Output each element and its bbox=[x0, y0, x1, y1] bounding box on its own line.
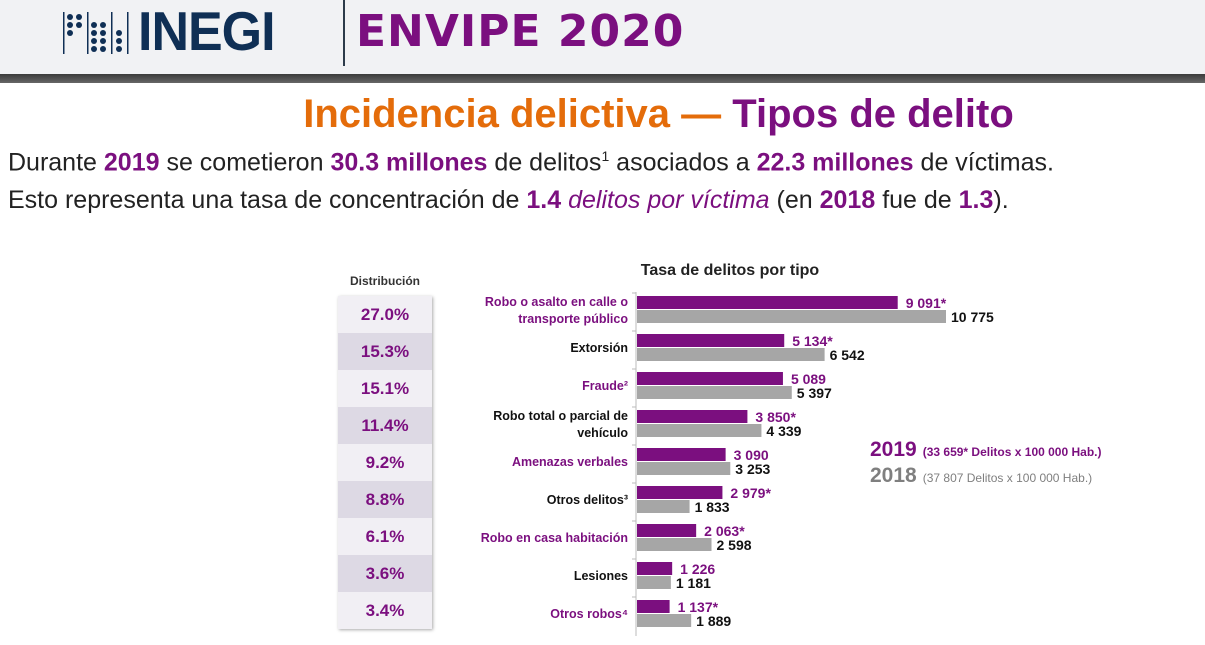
legend-2018: 2018 (37 807 Delitos x 100 000 Hab.) bbox=[870, 464, 1101, 490]
category-label: Otros robos⁴ bbox=[550, 607, 628, 621]
bar-2018 bbox=[637, 348, 825, 361]
data-label-2018: 5 397 bbox=[797, 385, 832, 401]
inegi-logo: INEGI bbox=[138, 1, 276, 63]
header-divider bbox=[343, 0, 345, 66]
distribution-cell: 6.1% bbox=[338, 518, 432, 555]
bar-2018 bbox=[637, 614, 692, 627]
page-title: Incidencia delictiva — Tipos de delito bbox=[0, 92, 1205, 137]
data-label-2019: 3 090 bbox=[734, 447, 769, 463]
title-part2: Tipos de delito bbox=[732, 92, 1014, 136]
category-label: Amenazas verbales bbox=[512, 455, 628, 469]
bar-2018 bbox=[637, 576, 671, 589]
title-part1: Incidencia delictiva bbox=[303, 92, 671, 136]
distribution-cell: 27.0% bbox=[338, 296, 432, 333]
bar-2019 bbox=[637, 486, 723, 499]
bar-2018 bbox=[637, 386, 792, 399]
legend-2019-year: 2019 bbox=[870, 438, 917, 461]
bar-2018 bbox=[637, 424, 762, 437]
legend-2019-desc: (33 659* Delitos x 100 000 Hab.) bbox=[922, 445, 1102, 459]
distribution-cell: 8.8% bbox=[338, 481, 432, 518]
header: INEGI ENVIPE 2020 bbox=[0, 0, 1205, 74]
category-label: Robo total o parcial de bbox=[493, 409, 628, 423]
survey-title: ENVIPE 2020 bbox=[356, 6, 685, 57]
category-label: Otros delitos³ bbox=[547, 493, 628, 507]
bar-2018 bbox=[637, 310, 946, 323]
legend-2018-year: 2018 bbox=[870, 464, 917, 487]
legend-2018-desc: (37 807 Delitos x 100 000 Hab.) bbox=[922, 471, 1093, 485]
bar-2019 bbox=[637, 334, 785, 347]
data-label-2019: 9 091* bbox=[906, 295, 947, 311]
bar-2018 bbox=[637, 500, 690, 513]
category-label: transporte público bbox=[518, 312, 628, 326]
bar-2019 bbox=[637, 410, 748, 423]
bar-2019 bbox=[637, 372, 783, 385]
category-label: Extorsión bbox=[570, 341, 628, 355]
legend: 2019 (33 659* Delitos x 100 000 Hab.) 201… bbox=[870, 438, 1101, 490]
summary-line-1: Durante 2019 se cometieron 30.3 millones… bbox=[8, 148, 1054, 177]
data-label-2019: 1 137* bbox=[678, 599, 719, 615]
data-label-2019: 2 063* bbox=[704, 523, 745, 539]
bar-2019 bbox=[637, 524, 697, 537]
header-bar bbox=[0, 74, 1205, 83]
data-label-2018: 2 598 bbox=[717, 537, 752, 553]
category-label: Robo o asalto en calle o bbox=[485, 295, 628, 309]
distribution-label: Distribución bbox=[349, 274, 420, 288]
data-label-2018: 10 775 bbox=[951, 309, 994, 325]
data-label-2018: 1 889 bbox=[696, 613, 731, 629]
distribution-cell: 15.3% bbox=[338, 333, 432, 370]
title-dash: — bbox=[670, 92, 733, 136]
data-label-2019: 2 979* bbox=[730, 485, 771, 501]
distribution-cell: 9.2% bbox=[338, 444, 432, 481]
distribution-cell: 15.1% bbox=[338, 370, 432, 407]
bar-2019 bbox=[637, 296, 898, 309]
data-label-2019: 3 850* bbox=[755, 409, 796, 425]
chart-title: Tasa de delitos por tipo bbox=[640, 262, 820, 279]
data-label-2019: 5 089 bbox=[791, 371, 826, 387]
data-label-2018: 6 542 bbox=[830, 347, 865, 363]
distribution-cell: 3.4% bbox=[338, 592, 432, 629]
distribution-cell: 3.6% bbox=[338, 555, 432, 592]
distribution-cell: 11.4% bbox=[338, 407, 432, 444]
bar-2019 bbox=[637, 562, 673, 575]
bar-2019 bbox=[637, 600, 670, 613]
data-label-2019: 5 134* bbox=[792, 333, 833, 349]
distribution-table: 27.0% 15.3% 15.1% 11.4% 9.2% 8.8% 6.1% 3… bbox=[338, 296, 432, 629]
data-label-2018: 3 253 bbox=[735, 461, 770, 477]
data-label-2019: 1 226 bbox=[680, 561, 715, 577]
legend-2019: 2019 (33 659* Delitos x 100 000 Hab.) bbox=[870, 438, 1101, 464]
category-label: Fraude² bbox=[582, 379, 628, 393]
data-label-2018: 1 833 bbox=[695, 499, 730, 515]
category-label: Robo en casa habitación bbox=[481, 531, 628, 545]
bar-2018 bbox=[637, 462, 731, 475]
category-label: vehículo bbox=[577, 426, 628, 440]
data-label-2018: 1 181 bbox=[676, 575, 711, 591]
inegi-logo-icon bbox=[63, 12, 129, 54]
bar-2019 bbox=[637, 448, 726, 461]
category-label: Lesiones bbox=[574, 569, 628, 583]
data-label-2018: 4 339 bbox=[766, 423, 801, 439]
bar-2018 bbox=[637, 538, 712, 551]
summary-line-2: Esto representa una tasa de concentració… bbox=[8, 186, 1009, 214]
